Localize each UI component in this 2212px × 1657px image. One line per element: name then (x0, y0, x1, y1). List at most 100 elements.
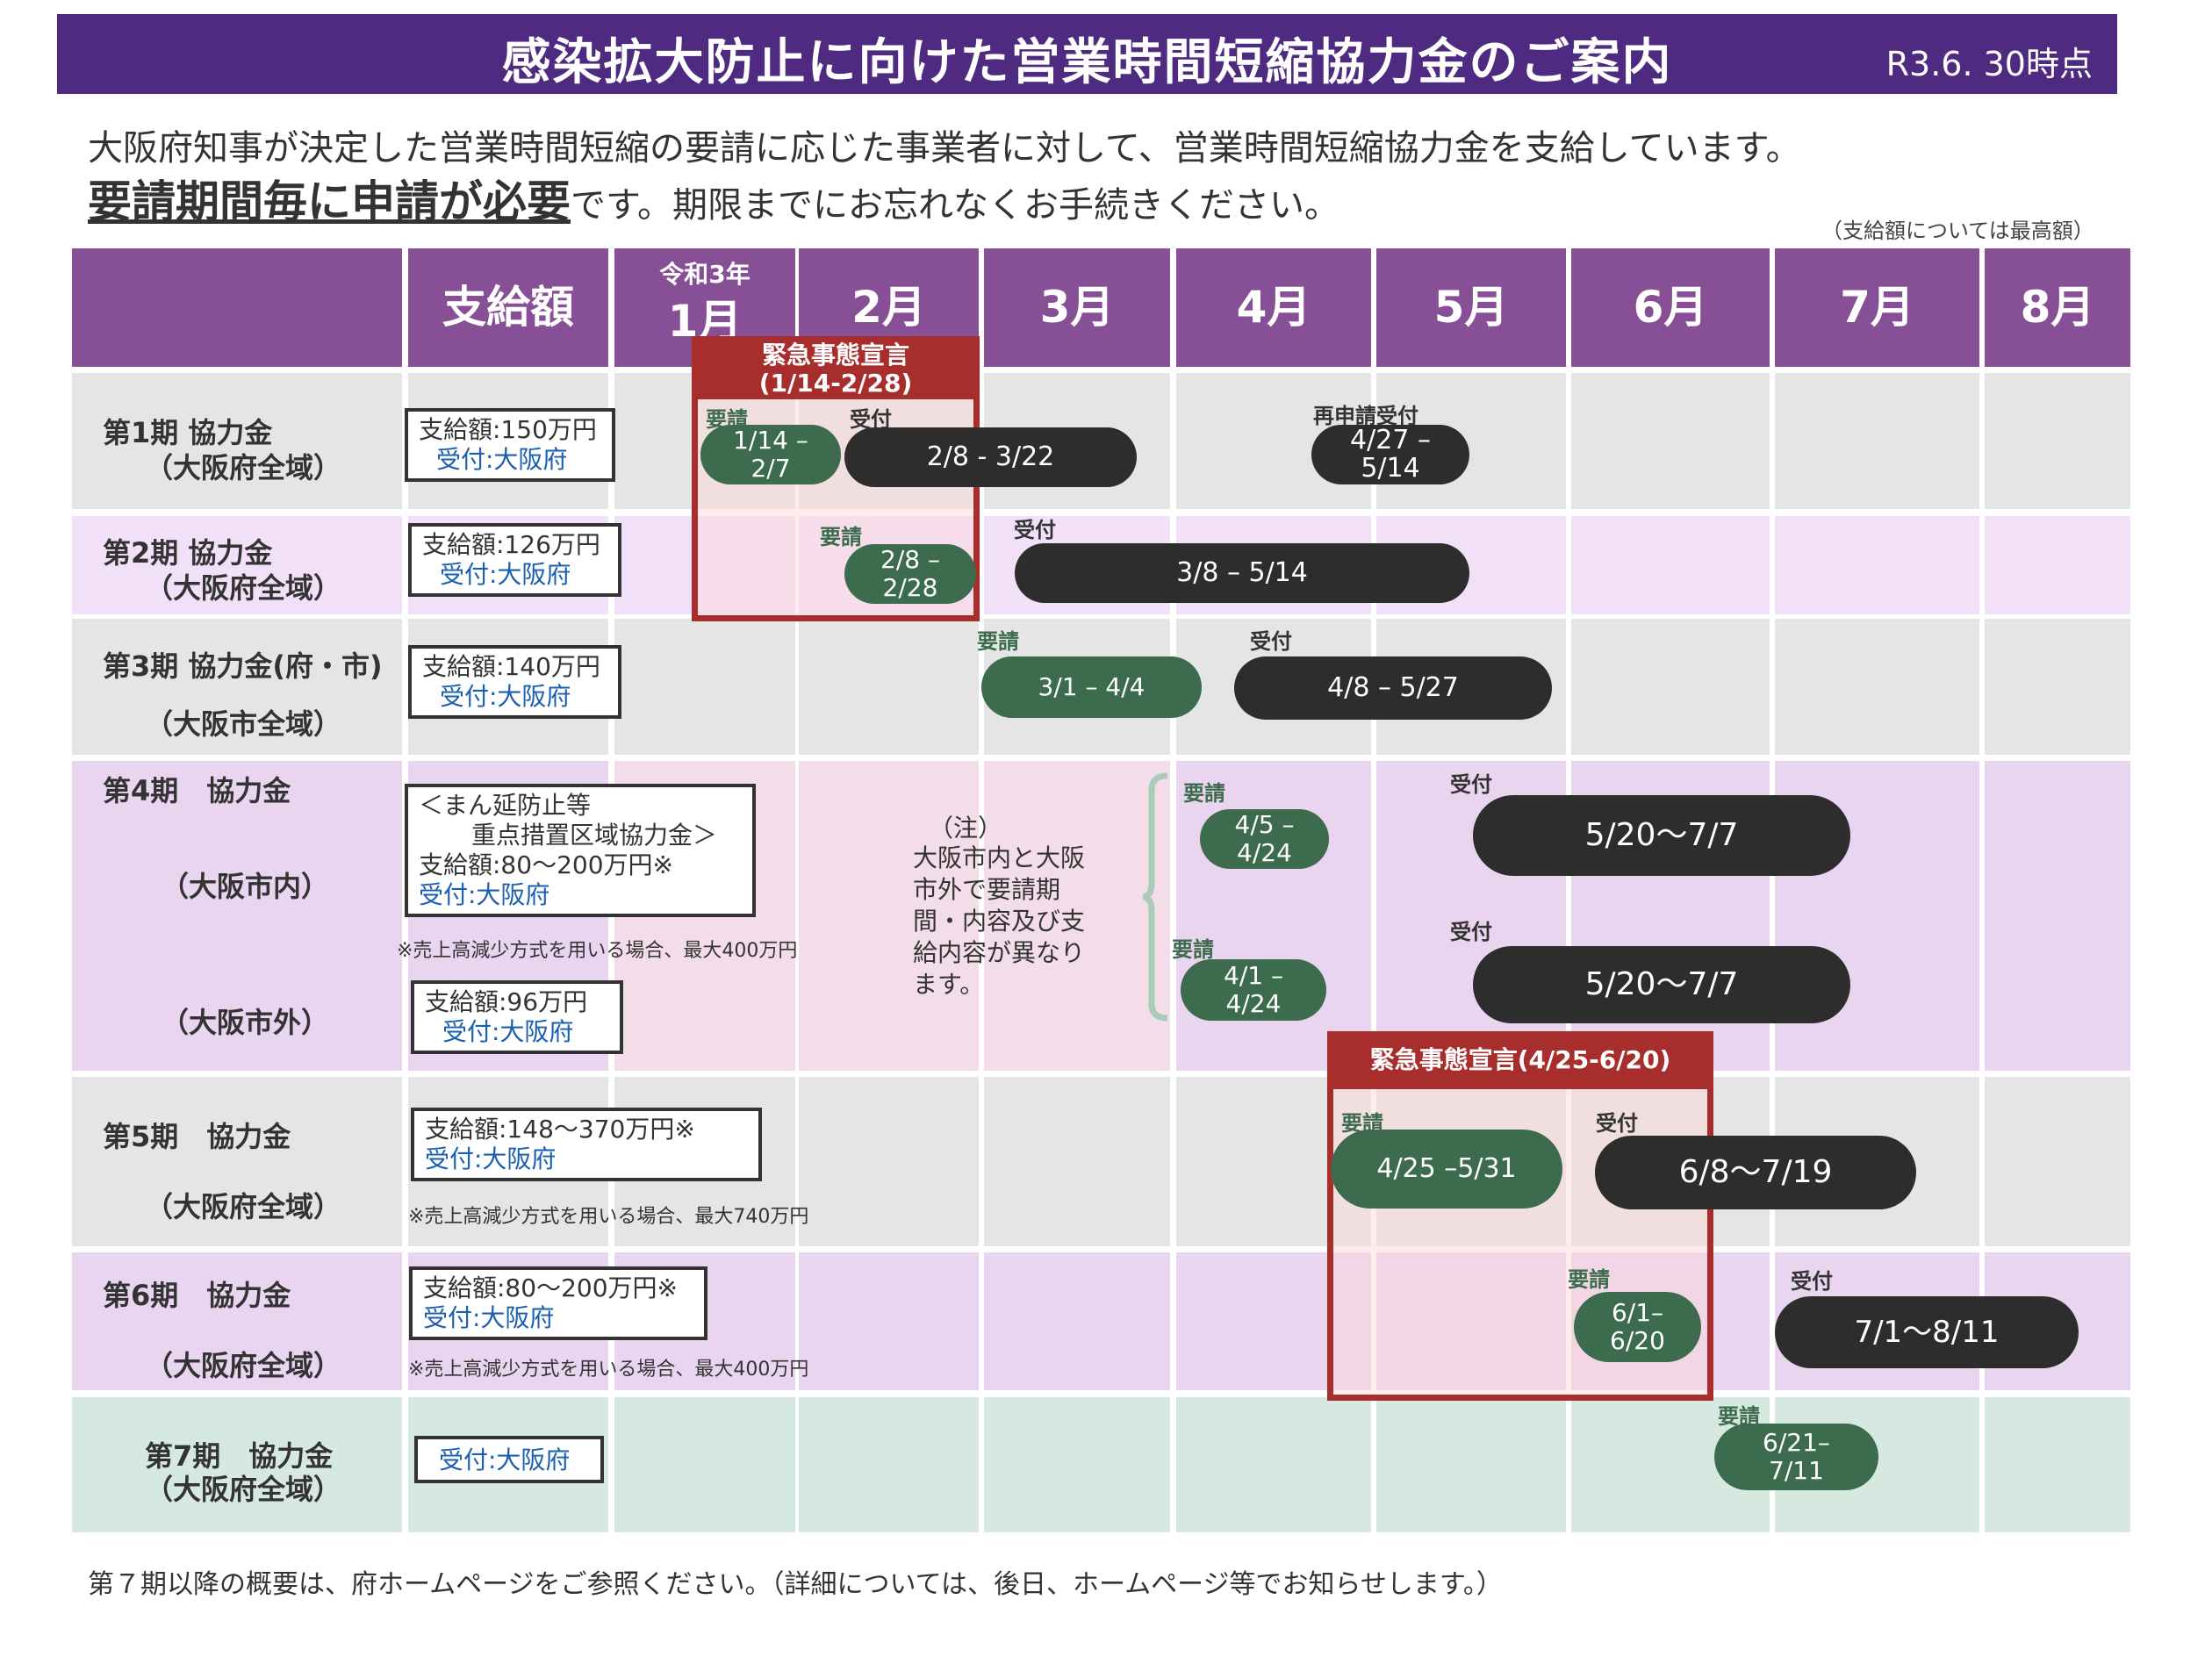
p6-reception-pill: 7/1～8/11 (1775, 1296, 2079, 1368)
grid-cell (1176, 1252, 1371, 1390)
p3-reception-pill: 4/8 – 5/27 (1234, 656, 1552, 720)
grid-cell (1985, 1397, 2130, 1532)
p3-request-pill: 3/1 – 4/4 (981, 656, 1202, 718)
period-4-area-outside: （大阪市外） (161, 1006, 330, 1039)
period-3-info-box: 支給額:140万円 受付:大阪府 (408, 645, 621, 719)
period-2-area: （大阪府全域） (145, 571, 342, 605)
period-5-reception: 受付:大阪府 (425, 1144, 557, 1173)
period-7-area: （大阪府全域） (145, 1473, 342, 1506)
p4-outside-reception-label: 受付 (1450, 920, 1492, 944)
period-2-info-box: 支給額:126万円 受付:大阪府 (408, 523, 621, 597)
p4-outside-request-pill: 4/1 –4/24 (1181, 959, 1326, 1021)
grid-cell (1571, 373, 1770, 509)
period-1-area: （大阪府全域） (145, 451, 342, 484)
period-6-name: 第6期 協力金 (103, 1279, 291, 1312)
p1-rereception-label: 再申請受付 (1313, 404, 1418, 428)
amount-note: （支給額については最高額） (1821, 219, 2094, 243)
p2-request-pill: 2/8 –2/28 (844, 544, 976, 604)
period-5-area: （大阪府全域） (145, 1190, 342, 1223)
p4-note-line: ます。 (913, 970, 985, 999)
p4-note-line: 市外で要請期 (913, 875, 1061, 904)
p5-reception-label: 受付 (1596, 1111, 1638, 1136)
header-reiwa: 令和3年 (659, 260, 750, 289)
emergency-1-title: 緊急事態宣言 (761, 341, 909, 369)
p4-brace-icon (1142, 772, 1168, 1022)
header-amount: 支給額 (408, 248, 608, 367)
p3-request-label: 要請 (977, 629, 1019, 654)
intro-line-1: 大阪府知事が決定した営業時間短縮の要請に応じた事業者に対して、営業時間短縮協力金… (88, 128, 1801, 169)
page-title: 感染拡大防止に向けた営業時間短縮協力金のご案内 (501, 34, 1673, 91)
period-7-info-box: 受付:大阪府 (414, 1436, 604, 1483)
grid-cell (799, 761, 979, 1071)
p4-inside-reception-label: 受付 (1450, 772, 1492, 797)
grid-cell (614, 516, 795, 614)
grid-cell (1985, 619, 2130, 755)
header-month-jun: 6月 (1571, 248, 1770, 367)
p5-reception-pill: 6/8～7/19 (1595, 1136, 1916, 1209)
period-3-amount: 支給額:140万円 (422, 652, 600, 681)
period-6-amount: 支給額:80～200万円※ (423, 1273, 678, 1302)
grid-cell (72, 1397, 402, 1532)
grid-cell (1176, 761, 1371, 1071)
period-4-amount-outside: 支給額:96万円 (425, 987, 588, 1016)
header-corner (72, 248, 402, 367)
period-5-amount: 支給額:148～370万円※ (425, 1115, 695, 1144)
header-month-jul: 7月 (1775, 248, 1979, 367)
p6-request-pill: 6/1– 6/20 (1574, 1292, 1701, 1362)
p4-inside-request-pill: 4/5 –4/24 (1200, 809, 1329, 869)
grid-cell (984, 1077, 1170, 1246)
grid-cell (984, 1397, 1170, 1532)
period-2-reception: 受付:大阪府 (440, 560, 571, 589)
grid-cell (799, 1397, 979, 1532)
period-6-info-box: 支給額:80～200万円※ 受付:大阪府 (409, 1266, 707, 1340)
period-3-name: 第3期 協力金(府・市) (103, 649, 383, 683)
grid-cell (1571, 619, 1770, 755)
p4-note-line: 大阪市内と大阪 (913, 843, 1086, 872)
grid-cell (799, 1077, 979, 1246)
period-4-info-box-inside: ＜まん延防止等 重点措置区域協力金＞ 支給額:80～200万円※ 受付:大阪府 (405, 784, 756, 917)
intro-line-2-rest: です。期限までにお忘れなくお手続きください。 (571, 185, 1339, 226)
p4-note-line: 間・内容及び支 (913, 907, 1086, 936)
p1-reception-pill: 2/8 - 3/22 (844, 427, 1137, 487)
period-3-area: （大阪市全域） (145, 707, 342, 741)
grid-cell (1571, 516, 1770, 614)
grid-cell (72, 516, 402, 614)
p6-request-label: 要請 (1568, 1267, 1610, 1292)
intro-line-2: 要請期間毎に申請が必要です。期限までにお忘れなくお手続きください。 (88, 167, 1339, 230)
grid-cell (1376, 1397, 1566, 1532)
period-4-name: 第4期 協力金 (103, 774, 291, 807)
p4-note-head: （注） (929, 814, 1003, 843)
grid-cell (1985, 516, 2130, 614)
period-1-amount: 支給額:150万円 (419, 415, 597, 444)
grid-cell (72, 619, 402, 755)
period-1-name: 第1期 協力金 (103, 416, 273, 449)
emergency-1-range: (1/14-2/28) (758, 369, 913, 398)
period-4-area-inside: （大阪市内） (161, 870, 330, 903)
p5-request-pill: 4/25 –5/31 (1331, 1130, 1562, 1209)
period-4-reception-outside: 受付:大阪府 (442, 1017, 574, 1046)
p4-outside-request-label: 要請 (1172, 937, 1214, 962)
grid-cell (1775, 516, 1979, 614)
period-2-name: 第2期 協力金 (103, 536, 273, 570)
grid-cell (1985, 1077, 2130, 1246)
as-of-date: R3.6. 30時点 (1885, 45, 2093, 83)
grid-cell (72, 1252, 402, 1390)
period-5-note: ※売上高減少方式を用いる場合、最大740万円 (408, 1206, 809, 1228)
period-7-reception: 受付:大阪府 (439, 1445, 571, 1474)
p6-reception-label: 受付 (1791, 1269, 1833, 1294)
period-6-note: ※売上高減少方式を用いる場合、最大400万円 (408, 1359, 809, 1381)
p1-request-pill: 1/14 –2/7 (700, 425, 841, 484)
emergency-2-title: 緊急事態宣言(4/25-6/20) (1327, 1031, 1713, 1089)
p2-reception-pill: 3/8 – 5/14 (1015, 543, 1469, 603)
grid-cell (1775, 619, 1979, 755)
period-1-info-box: 支給額:150万円 受付:大阪府 (405, 408, 615, 482)
grid-cell (614, 619, 795, 755)
grid-cell (72, 761, 402, 1071)
footer-note: 第７期以降の概要は、府ホームページをご参照ください。（詳細については、後日、ホー… (88, 1569, 1503, 1600)
p3-reception-label: 受付 (1250, 629, 1292, 654)
grid-cell (799, 1252, 979, 1390)
grid-cell (72, 373, 402, 509)
period-4-note: ※売上高減少方式を用いる場合、最大400万円 (397, 940, 798, 962)
p2-reception-label: 受付 (1014, 518, 1056, 542)
period-7-name: 第7期 協力金 (145, 1439, 334, 1473)
